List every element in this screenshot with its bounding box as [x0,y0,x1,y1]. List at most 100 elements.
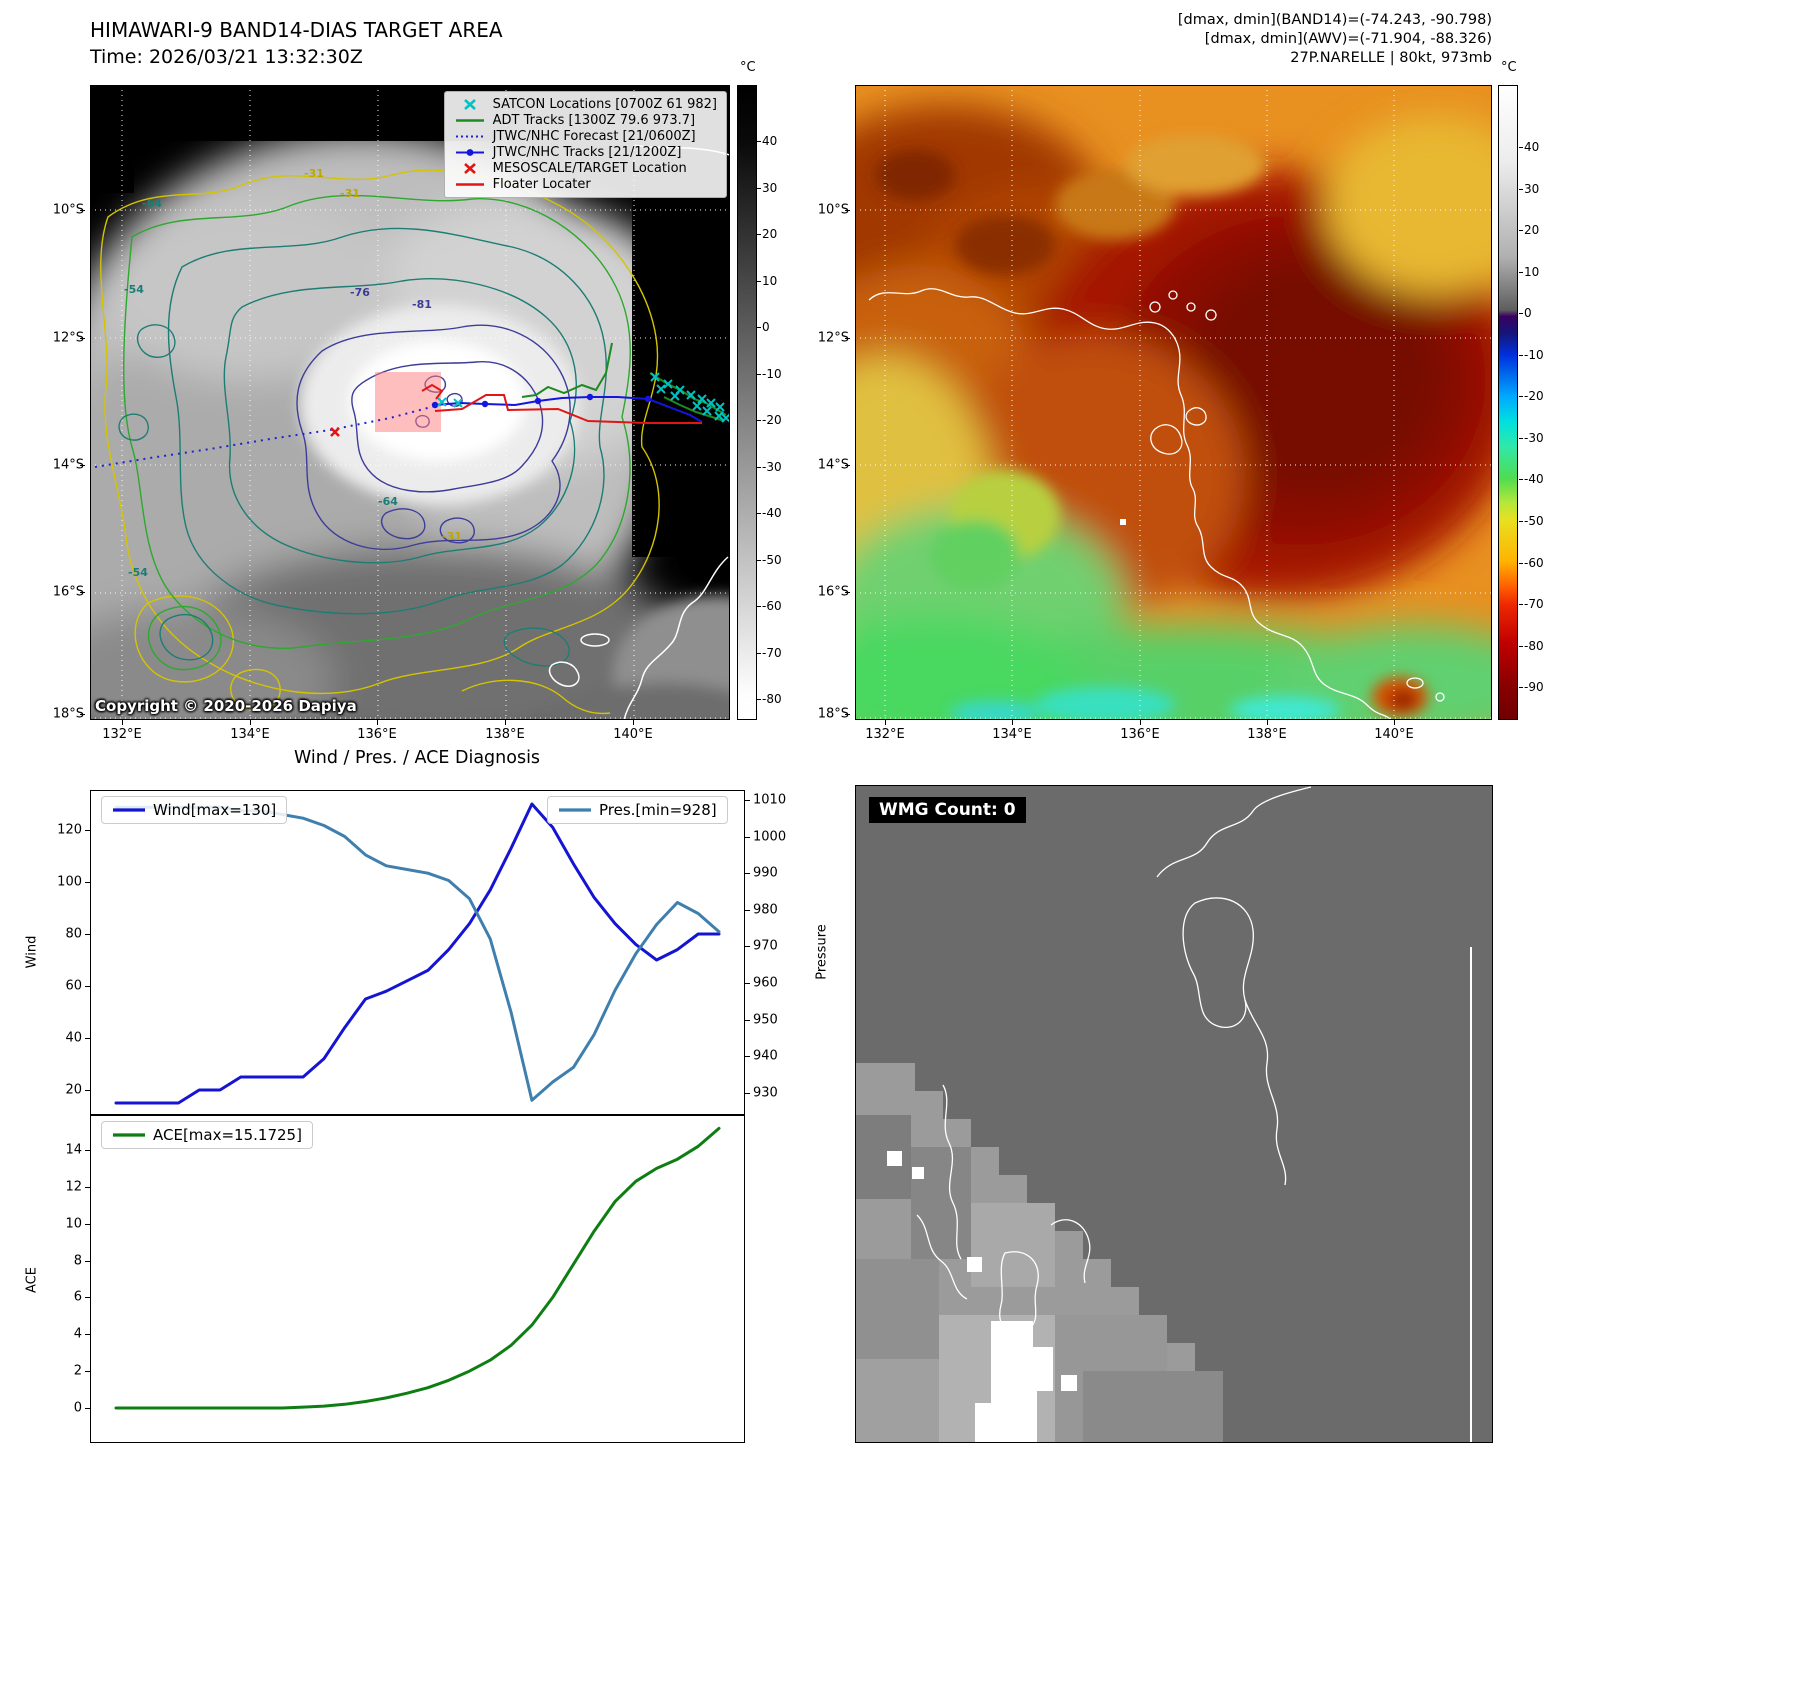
tick-label: 120 [57,822,82,838]
tick-mark [745,799,750,801]
contour-label: -31 [340,187,360,200]
tick-mark [1519,354,1523,356]
tick-label: -30 [1524,430,1544,445]
legend-item: JTWC/NHC Forecast [21/0600Z] [454,129,717,144]
legend-label: JTWC/NHC Forecast [21/0600Z] [492,129,696,144]
floater-point [1120,519,1126,525]
tick-label: 940 [753,1048,778,1064]
tick-label: 134°E [230,727,270,742]
diagnosis-title: Wind / Pres. / ACE Diagnosis [293,748,541,768]
coastline [916,786,1312,1335]
tick-label: 0 [762,320,770,334]
line-marker-swatch [455,149,484,156]
band14-map-panel: SATCON Locations [0700Z 61 982] ADT Track… [90,85,730,720]
ace-line [114,1126,721,1410]
contour-label: -64 [142,197,162,210]
awv-colorbar [1498,85,1518,720]
tick-label: 0 [73,1400,82,1416]
tick-label: 2 [73,1363,82,1379]
tick-mark [745,1019,750,1021]
tick-mark [80,465,85,466]
ace-legend: ACE[max=15.1725] [101,1121,313,1149]
tick-mark [1519,645,1523,647]
tick-label: 10°S [52,202,84,218]
tick-mark [1140,720,1141,725]
tick-mark [85,1150,90,1151]
tick-label: -70 [1524,597,1544,612]
graticule [855,85,1492,720]
wmg-count-label: WMG Count: 0 [869,797,1026,823]
line-swatch [559,808,591,812]
tick-mark [80,338,85,339]
line-swatch [455,119,484,122]
legend-label: ADT Tracks [1300Z 79.6 973.7] [492,113,696,128]
contour-label: -54 [124,283,144,296]
tick-mark [757,420,761,421]
tick-label: 980 [753,902,778,918]
band14-colorbar [737,85,757,720]
awv-satellite-image [855,85,1492,720]
awv-map-panel [855,85,1492,720]
coastline [868,288,1445,720]
tick-label: 10 [762,273,778,288]
wind-legend: Wind[max=130] [101,796,288,824]
contour-label: -31 [442,530,462,543]
tick-label: 16°S [817,584,849,600]
tick-label: 6 [73,1289,82,1305]
tick-mark [745,946,750,948]
wmg-map [855,785,1493,1443]
tick-mark [80,210,85,211]
legend-label: Wind[max=130] [153,801,277,819]
tick-mark [1519,396,1523,398]
tick-mark [85,882,90,884]
line-swatch [455,183,484,186]
tick-mark [757,234,761,235]
tick-label: 138°E [485,727,525,742]
mesoscale-target-area [375,372,441,432]
contour-label: -54 [128,566,148,579]
tick-label: 132°E [865,727,905,742]
tick-label: 10 [65,1216,82,1232]
tick-label: -20 [1524,389,1544,404]
tick-mark [85,1334,90,1336]
tick-mark [757,187,761,189]
tick-mark [757,327,761,328]
tick-mark [745,873,750,875]
tick-label: 950 [753,1012,778,1028]
floater-locater-track [421,383,702,424]
tick-label: -50 [1524,513,1544,528]
contour-label: -31 [304,167,324,180]
tick-mark [1519,687,1523,689]
tick-mark [757,652,761,654]
tick-mark [845,592,850,593]
wind-pressure-chart [90,790,745,1115]
tick-label: 12 [65,1179,82,1195]
tick-mark [757,466,761,468]
dmax-dmin-awv-readout: [dmax, dmin](AWV)=(-71.904, -88.326) [1204,31,1492,47]
tick-mark [745,909,750,911]
tick-label: 132°E [102,727,142,742]
tick-label: -70 [762,645,782,660]
tick-label: -20 [762,413,782,427]
tick-mark [845,338,850,339]
tick-label: 40 [1524,140,1540,154]
tick-mark [1394,720,1395,725]
tick-label: 30 [1524,181,1540,196]
pressure-legend: Pres.[min=928] [547,796,728,824]
tick-mark [745,1093,750,1095]
tick-label: 0 [1524,306,1532,321]
legend-label: SATCON Locations [0700Z 61 982] [492,97,717,112]
tick-mark [80,714,85,715]
tick-mark [122,720,123,725]
tick-label: 100 [57,874,82,890]
tick-mark [633,720,634,725]
tick-label: -40 [1524,472,1544,487]
tick-label: 10 [1524,264,1540,279]
tick-mark [85,1090,90,1092]
tick-label: 14°S [817,457,849,473]
tick-mark [85,934,90,936]
band14-time: Time: 2026/03/21 13:32:30Z [90,46,363,68]
tick-label: 18°S [817,706,849,722]
legend-label: Floater Locater [492,177,591,192]
